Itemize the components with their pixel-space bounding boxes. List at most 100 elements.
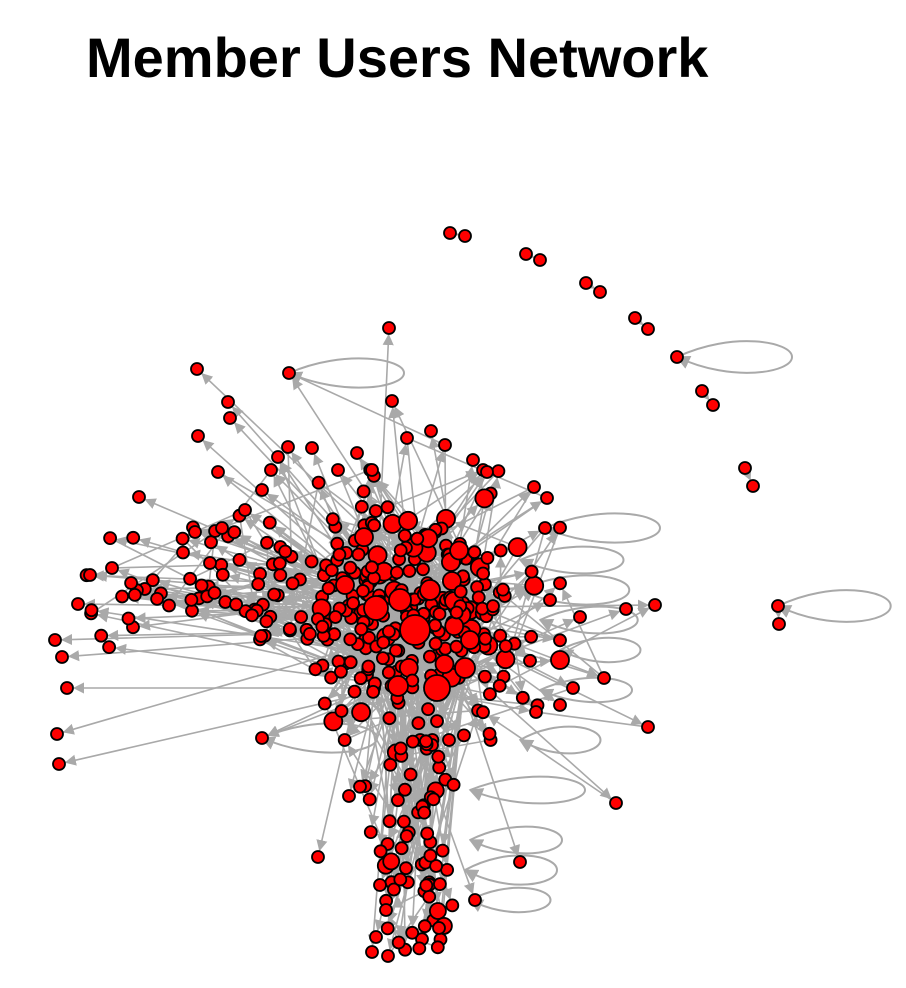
network-node xyxy=(492,678,507,693)
network-node xyxy=(393,543,408,558)
network-node xyxy=(419,878,434,893)
self-loop-edge xyxy=(538,605,639,635)
network-node xyxy=(609,796,623,810)
network-node xyxy=(482,687,497,701)
network-node xyxy=(308,662,323,677)
network-edge xyxy=(487,715,617,804)
network-node xyxy=(460,630,480,650)
network-node xyxy=(343,655,358,670)
network-node xyxy=(399,861,413,876)
network-node xyxy=(550,650,570,670)
network-edge xyxy=(542,712,649,728)
network-node xyxy=(317,696,332,711)
network-node xyxy=(382,814,397,829)
network-node xyxy=(321,581,336,596)
network-node xyxy=(191,429,205,443)
network-node xyxy=(271,450,285,464)
network-node xyxy=(369,930,383,944)
network-node xyxy=(365,945,379,959)
network-node xyxy=(746,479,760,493)
network-node xyxy=(245,608,259,623)
network-node xyxy=(477,669,492,684)
network-node xyxy=(362,630,376,645)
network-node xyxy=(468,893,482,907)
network-node xyxy=(397,782,412,797)
network-node xyxy=(403,767,418,782)
network-node xyxy=(476,566,491,581)
network-node xyxy=(443,226,457,240)
network-node xyxy=(553,698,567,712)
network-node xyxy=(426,792,441,807)
network-node xyxy=(772,617,786,631)
network-node xyxy=(84,603,99,618)
network-node xyxy=(221,395,235,409)
network-node xyxy=(454,657,476,679)
network-edge xyxy=(295,375,446,446)
network-node xyxy=(423,848,438,863)
network-node xyxy=(207,586,222,600)
network-node xyxy=(381,949,395,963)
network-node xyxy=(94,628,109,643)
network-node xyxy=(480,465,494,479)
network-node xyxy=(389,643,403,658)
network-node xyxy=(410,531,425,546)
network-node xyxy=(449,605,464,620)
network-edge xyxy=(499,607,650,687)
network-node xyxy=(127,588,142,602)
network-node xyxy=(523,653,537,668)
network-node xyxy=(343,560,358,575)
network-node xyxy=(328,610,343,624)
network-node xyxy=(273,568,288,582)
network-edge xyxy=(111,562,273,569)
self-loop-edge xyxy=(463,854,559,886)
network-node xyxy=(695,384,709,398)
network-node xyxy=(498,639,513,653)
network-edge xyxy=(399,476,484,601)
network-node xyxy=(417,805,432,820)
network-node xyxy=(391,935,406,950)
network-node xyxy=(215,567,230,582)
network-node xyxy=(519,247,533,261)
network-node xyxy=(566,681,580,695)
network-node xyxy=(432,921,446,935)
network-node xyxy=(311,475,326,490)
network-node xyxy=(493,543,508,558)
network-node xyxy=(347,684,362,699)
network-node xyxy=(553,633,567,648)
network-node xyxy=(335,575,355,595)
network-node xyxy=(366,685,381,699)
network-node xyxy=(272,556,287,571)
network-node xyxy=(400,431,414,445)
network-node xyxy=(194,578,209,593)
network-node xyxy=(394,841,409,856)
network-node xyxy=(428,902,447,920)
network-edge xyxy=(487,609,561,642)
network-node xyxy=(304,554,319,569)
network-node xyxy=(332,547,347,562)
network-node xyxy=(105,561,119,575)
self-loop-edge xyxy=(538,676,634,704)
network-node xyxy=(432,877,447,891)
network-node xyxy=(446,777,461,792)
network-node xyxy=(354,499,369,514)
network-node xyxy=(527,480,541,494)
network-node xyxy=(383,757,398,772)
network-node xyxy=(435,843,450,858)
network-edge xyxy=(464,587,556,669)
network-node xyxy=(424,424,438,438)
self-loop-edge xyxy=(518,574,631,606)
network-node xyxy=(361,659,376,674)
network-node xyxy=(382,711,397,726)
network-node xyxy=(380,921,395,936)
network-node xyxy=(294,610,309,624)
network-node xyxy=(474,488,495,509)
network-node xyxy=(223,411,237,425)
network-node xyxy=(282,622,297,636)
network-node xyxy=(52,757,66,771)
network-node xyxy=(364,560,379,575)
network-node xyxy=(380,500,395,515)
network-edge xyxy=(114,643,399,687)
network-edge xyxy=(368,685,399,827)
network-edge xyxy=(464,609,621,669)
network-node xyxy=(444,616,465,636)
